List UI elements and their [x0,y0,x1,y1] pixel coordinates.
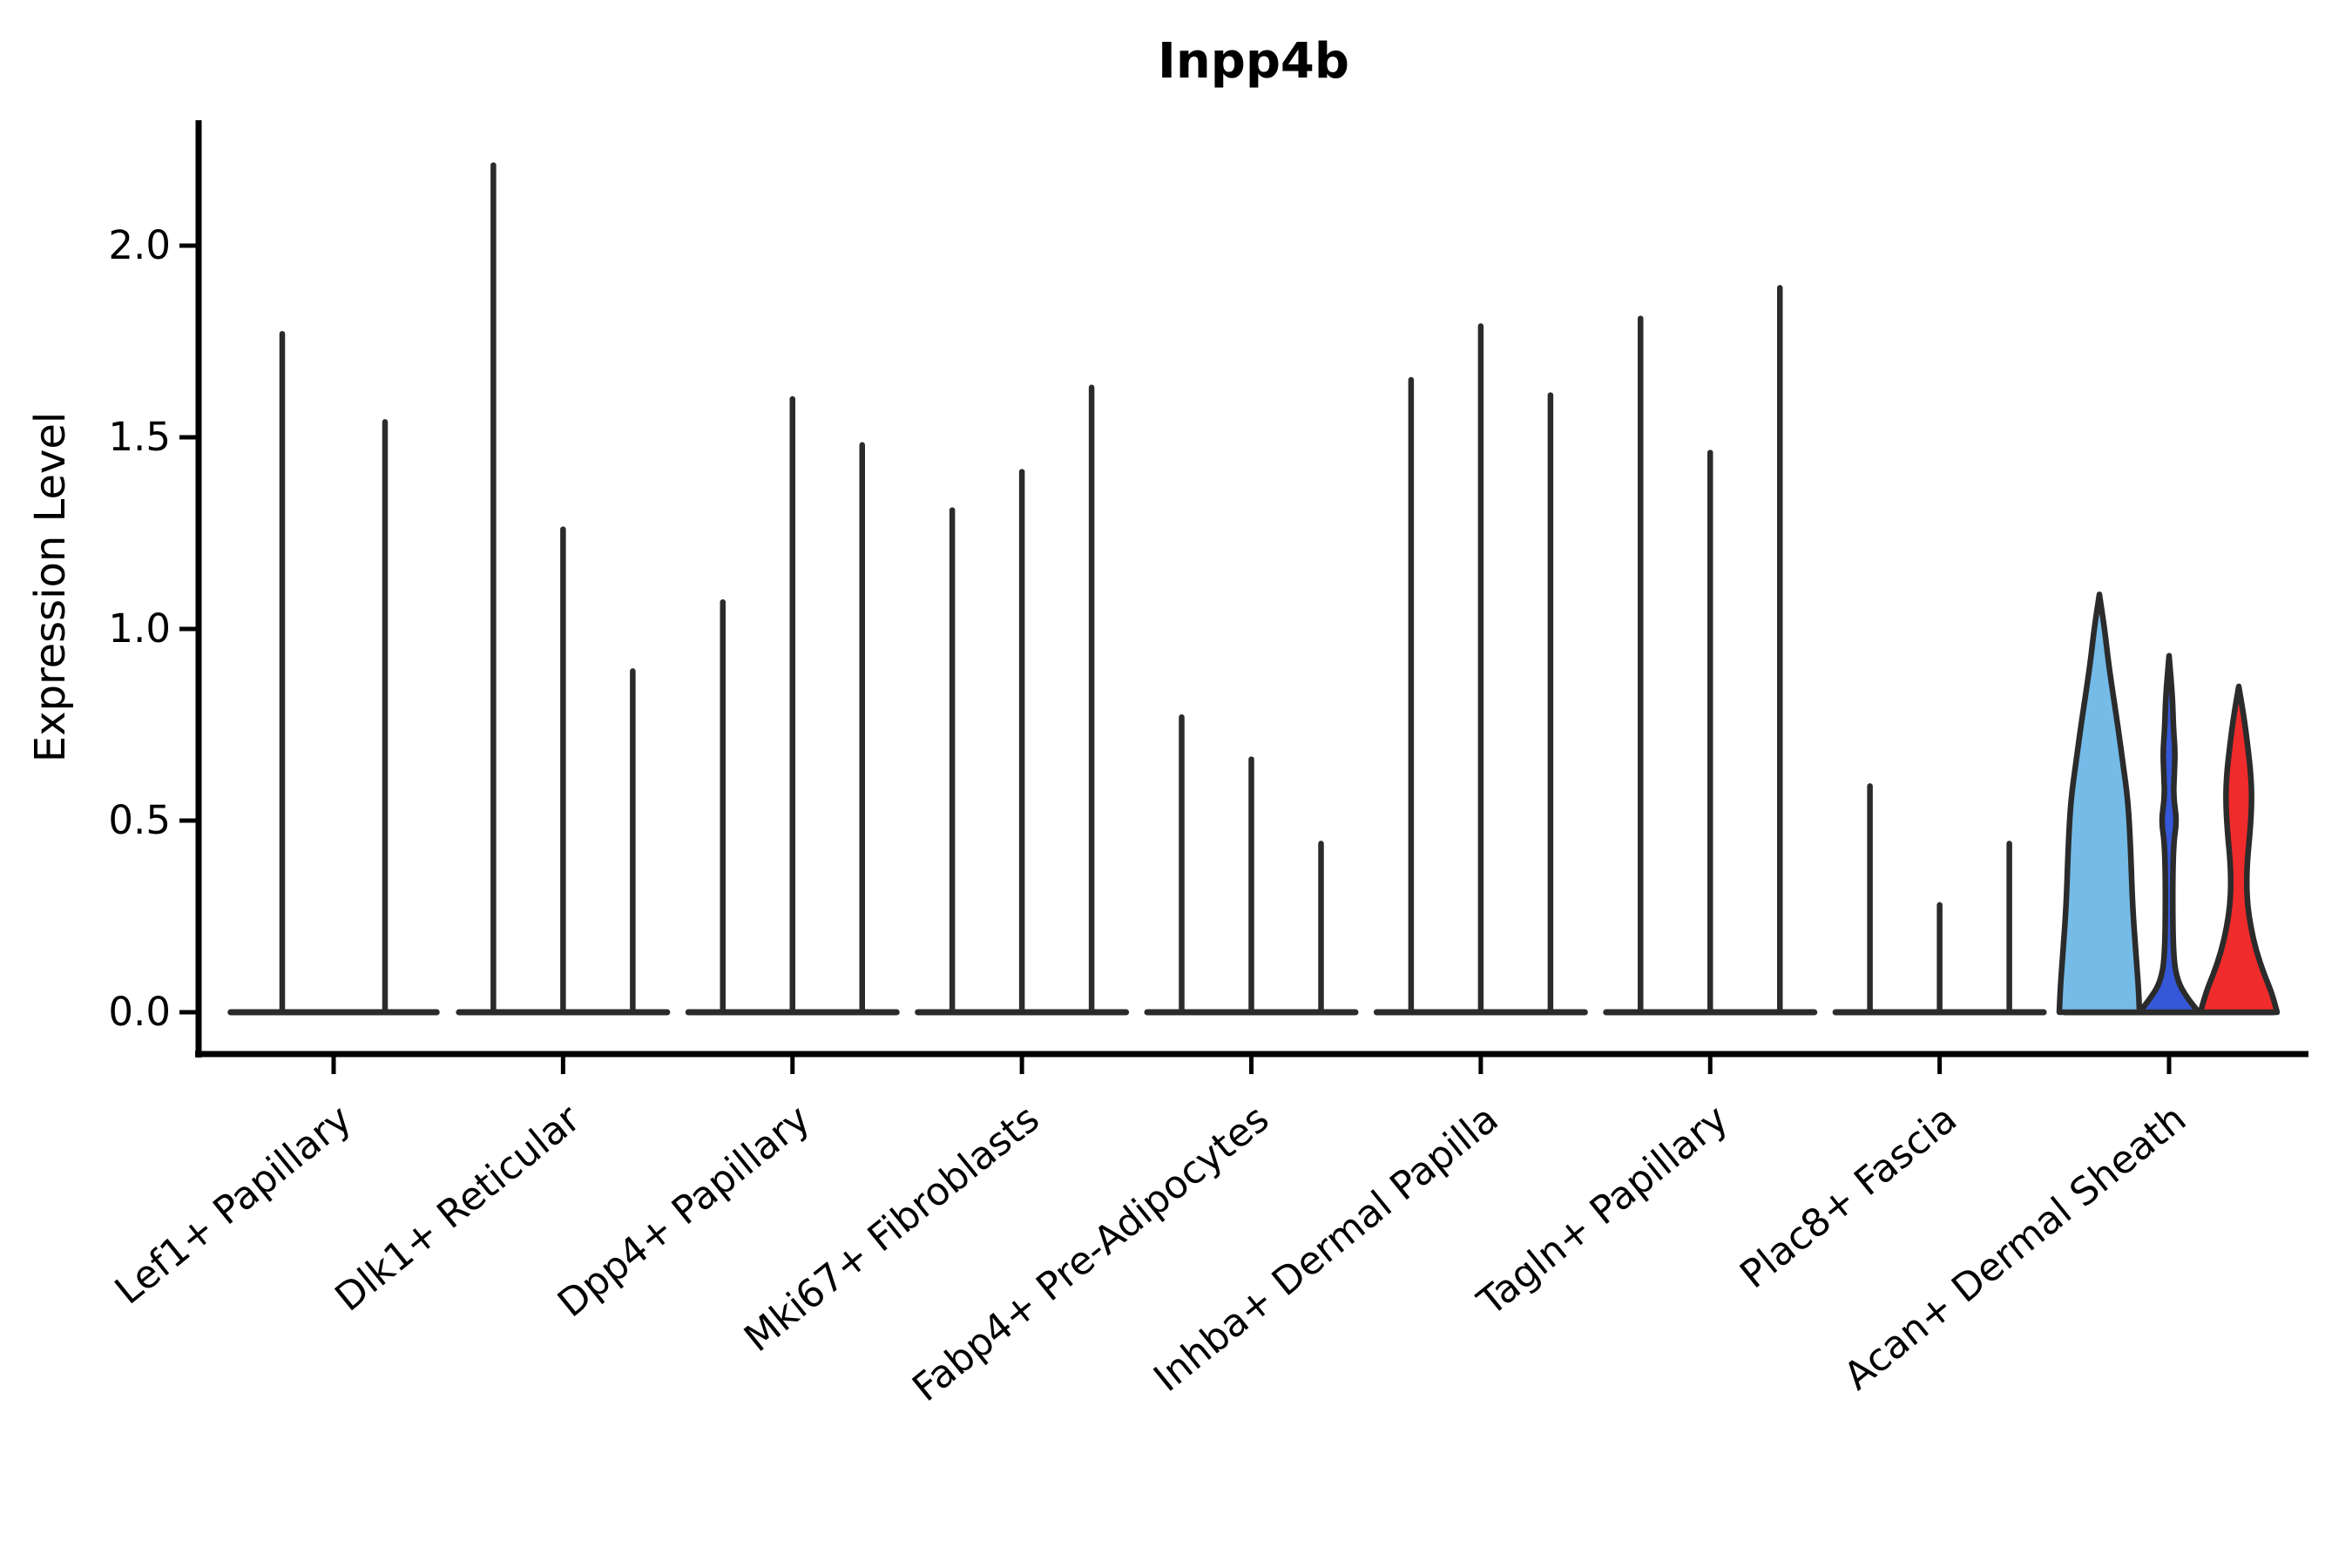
y-axis-label: Expression Level [26,411,75,763]
y-tick-label: 1.5 [108,414,171,460]
y-tick-label: 0.5 [108,797,171,843]
y-tick-label: 2.0 [108,222,171,268]
y-tick-label: 0.0 [108,989,171,1035]
plot-title: Inpp4b [1158,33,1349,90]
y-tick-label: 1.0 [108,605,171,652]
